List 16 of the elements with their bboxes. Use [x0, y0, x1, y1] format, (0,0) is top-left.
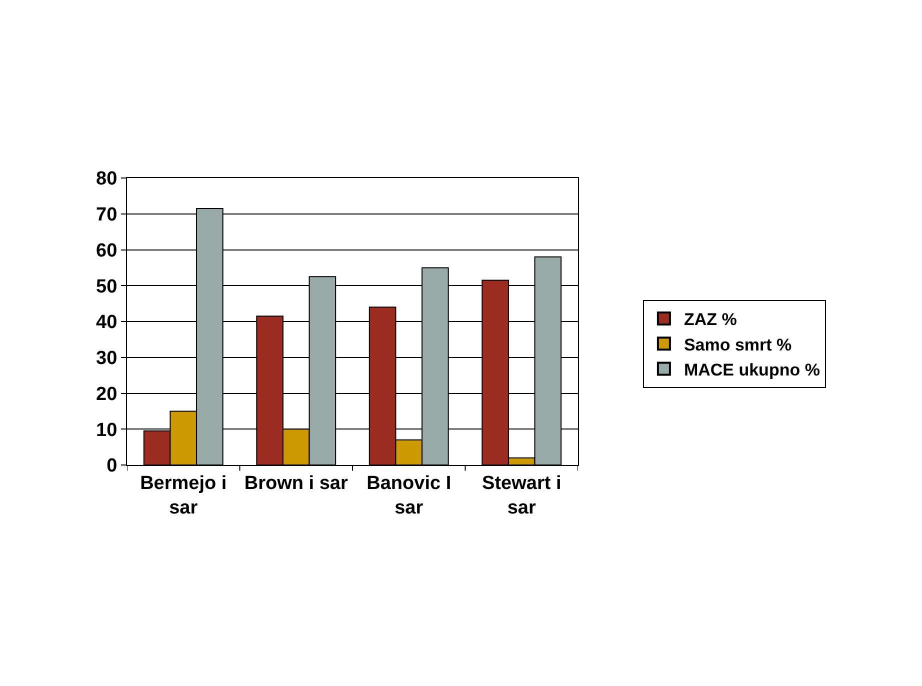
- x-tick-label: Banovic I sar: [366, 472, 452, 518]
- y-tick-label: 60: [96, 240, 118, 262]
- y-tick-label: 80: [96, 168, 118, 190]
- y-tick-label: 50: [96, 276, 118, 298]
- y-tick-label: 10: [96, 420, 118, 441]
- y-tick-label: 40: [96, 312, 118, 334]
- legend-label: MACE ukupno %: [684, 360, 820, 380]
- y-tick-label: 30: [96, 348, 118, 370]
- y-tick-label: 20: [96, 384, 118, 405]
- legend-label: Samo smrt %: [684, 335, 792, 354]
- y-tick-label: 70: [96, 204, 118, 226]
- y-tick-label: 0: [106, 456, 118, 477]
- x-tick-label: Brown i sar: [244, 472, 348, 494]
- x-tick-label: Stewart i sar: [482, 472, 562, 518]
- x-tick-label: Bermejo i sar: [140, 472, 227, 518]
- legend-label: ZAZ %: [684, 310, 737, 330]
